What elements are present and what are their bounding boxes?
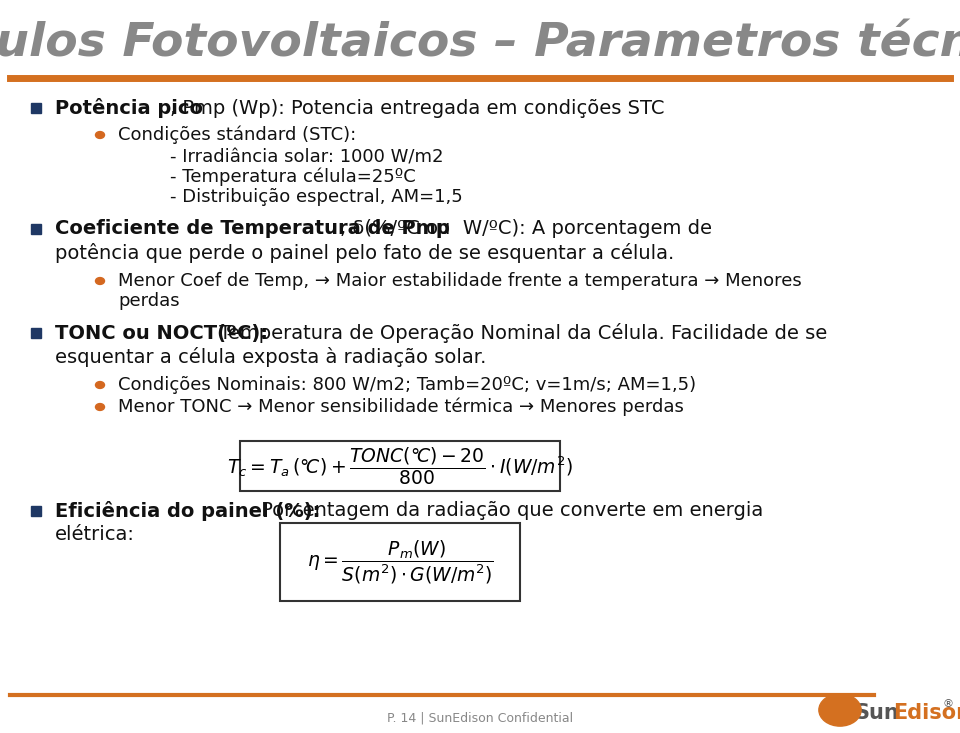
Text: P. 14 | SunEdison Confidential: P. 14 | SunEdison Confidential — [387, 712, 573, 724]
FancyBboxPatch shape — [31, 506, 41, 516]
Circle shape — [95, 278, 105, 284]
FancyBboxPatch shape — [280, 523, 520, 601]
FancyBboxPatch shape — [240, 441, 560, 491]
Text: Temperatura de Operação Nominal da Célula. Facilidade de se: Temperatura de Operação Nominal da Célul… — [213, 323, 828, 343]
Circle shape — [95, 382, 105, 388]
Text: Eficiência do painel (%):: Eficiência do painel (%): — [55, 501, 321, 521]
Text: perdas: perdas — [118, 292, 180, 310]
Text: Potência pico: Potência pico — [55, 98, 203, 118]
Circle shape — [95, 131, 105, 139]
Text: , Pmp (Wp): Potencia entregada em condições STC: , Pmp (Wp): Potencia entregada em condiç… — [170, 98, 664, 117]
Text: TONC ou NOCT(ºC):: TONC ou NOCT(ºC): — [55, 323, 268, 342]
Text: - Irradiância solar: 1000 W/m2: - Irradiância solar: 1000 W/m2 — [170, 148, 444, 166]
FancyBboxPatch shape — [31, 103, 41, 113]
FancyBboxPatch shape — [31, 224, 41, 234]
Text: Edison: Edison — [893, 703, 960, 723]
Text: - Distribuição espectral, AM=1,5: - Distribuição espectral, AM=1,5 — [170, 188, 463, 206]
Text: $\eta = \dfrac{P_m(W)}{S(m^2) \cdot G(W/m^2)}$: $\eta = \dfrac{P_m(W)}{S(m^2) \cdot G(W/… — [306, 538, 493, 586]
Text: Porcentagem da radiação que converte em energia: Porcentagem da radiação que converte em … — [255, 501, 763, 520]
Text: Condições stándard (STC):: Condições stándard (STC): — [118, 126, 356, 144]
Circle shape — [819, 694, 861, 726]
Text: , δ(%/ºC ou  W/ºC): A porcentagem de: , δ(%/ºC ou W/ºC): A porcentagem de — [340, 219, 712, 238]
Text: Coeficiente de Temperatura de Pmp: Coeficiente de Temperatura de Pmp — [55, 219, 449, 238]
Text: potência que perde o painel pelo fato de se esquentar a célula.: potência que perde o painel pelo fato de… — [55, 243, 674, 263]
Text: $T_c = T_a\,(°\!C) + \dfrac{TONC(°\!C)-20}{800} \cdot I(W/m^2)$: $T_c = T_a\,(°\!C) + \dfrac{TONC(°\!C)-2… — [228, 445, 573, 487]
FancyBboxPatch shape — [31, 328, 41, 338]
Text: elétrica:: elétrica: — [55, 526, 134, 545]
Text: Sun: Sun — [855, 703, 900, 723]
Text: Módulos Fotovoltaicos – Parametros técnicos: Módulos Fotovoltaicos – Parametros técni… — [0, 21, 960, 67]
Text: Menor Coef de Temp, → Maior estabilidade frente a temperatura → Menores: Menor Coef de Temp, → Maior estabilidade… — [118, 272, 802, 290]
Text: Menor TONC → Menor sensibilidade térmica → Menores perdas: Menor TONC → Menor sensibilidade térmica… — [118, 398, 684, 416]
Circle shape — [95, 404, 105, 410]
Text: - Temperatura célula=25ºC: - Temperatura célula=25ºC — [170, 168, 416, 186]
Text: Condições Nominais: 800 W/m2; Tamb=20ºC; v=1m/s; AM=1,5): Condições Nominais: 800 W/m2; Tamb=20ºC;… — [118, 376, 696, 394]
Text: ®: ® — [942, 699, 953, 709]
Text: esquentar a célula exposta à radiação solar.: esquentar a célula exposta à radiação so… — [55, 347, 487, 367]
